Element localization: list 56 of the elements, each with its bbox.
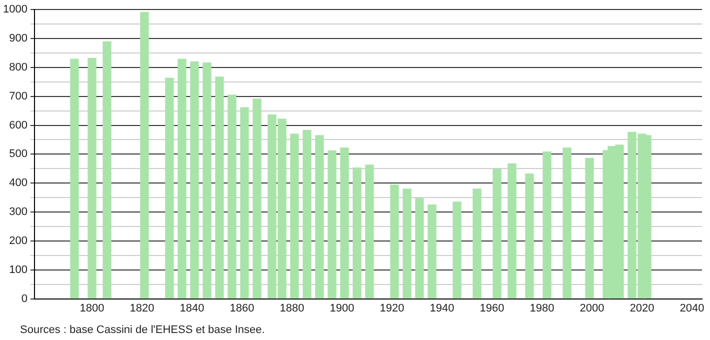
x-tick-label: 1960 bbox=[480, 302, 504, 314]
bar bbox=[492, 168, 502, 299]
bar bbox=[215, 76, 224, 299]
x-tick-label: 1880 bbox=[280, 302, 304, 314]
y-tick-label: 1000 bbox=[2, 4, 28, 16]
y-tick-label: 300 bbox=[9, 206, 28, 218]
bar bbox=[315, 135, 324, 299]
bar bbox=[452, 202, 462, 299]
bar bbox=[228, 94, 236, 299]
bar bbox=[202, 62, 212, 299]
bar bbox=[88, 58, 96, 299]
bar bbox=[402, 188, 412, 299]
x-tick-label: 2020 bbox=[630, 302, 654, 314]
x-tick-label: 1820 bbox=[130, 302, 154, 314]
bar bbox=[352, 167, 362, 299]
x-tick-label: 2000 bbox=[580, 302, 604, 314]
source-note: Sources : base Cassini de l'EHESS et base Insee. bbox=[20, 324, 265, 336]
y-tick-label: 700 bbox=[9, 90, 28, 102]
bar bbox=[542, 152, 552, 299]
bar bbox=[390, 184, 399, 299]
bar bbox=[428, 204, 436, 299]
bar bbox=[472, 188, 482, 299]
bar bbox=[290, 134, 299, 299]
x-tick-label: 1900 bbox=[330, 302, 354, 314]
bar bbox=[240, 107, 249, 299]
bar bbox=[165, 78, 174, 299]
x-tick-label: 1860 bbox=[230, 302, 254, 314]
bar bbox=[415, 198, 424, 299]
x-tick-label: 1840 bbox=[180, 302, 204, 314]
x-tick-label: 1940 bbox=[430, 302, 454, 314]
bar bbox=[328, 150, 336, 299]
x-tick-label: 2040 bbox=[680, 302, 704, 314]
x-tick-label: 1980 bbox=[530, 302, 554, 314]
bar bbox=[178, 58, 186, 299]
bar bbox=[340, 148, 349, 299]
y-tick-label: 400 bbox=[9, 177, 28, 190]
bar bbox=[508, 163, 516, 299]
bar bbox=[190, 61, 199, 299]
y-tick-label: 0 bbox=[21, 292, 28, 305]
bar bbox=[140, 12, 149, 299]
bar bbox=[302, 130, 312, 299]
bar bbox=[252, 98, 262, 299]
bar bbox=[562, 148, 572, 299]
y-tick-label: 900 bbox=[9, 32, 28, 45]
x-tick-label: 1920 bbox=[380, 302, 404, 314]
bar bbox=[585, 158, 594, 299]
y-tick-label: 600 bbox=[9, 119, 28, 132]
bar bbox=[525, 174, 534, 299]
y-tick-label: 200 bbox=[9, 234, 28, 247]
bar bbox=[365, 164, 374, 299]
y-tick-label: 500 bbox=[9, 148, 28, 160]
bar bbox=[102, 41, 112, 299]
x-tick-label: 1800 bbox=[80, 302, 104, 314]
y-tick-label: 100 bbox=[9, 264, 28, 276]
bar bbox=[70, 58, 79, 299]
y-tick-label: 800 bbox=[9, 61, 28, 74]
